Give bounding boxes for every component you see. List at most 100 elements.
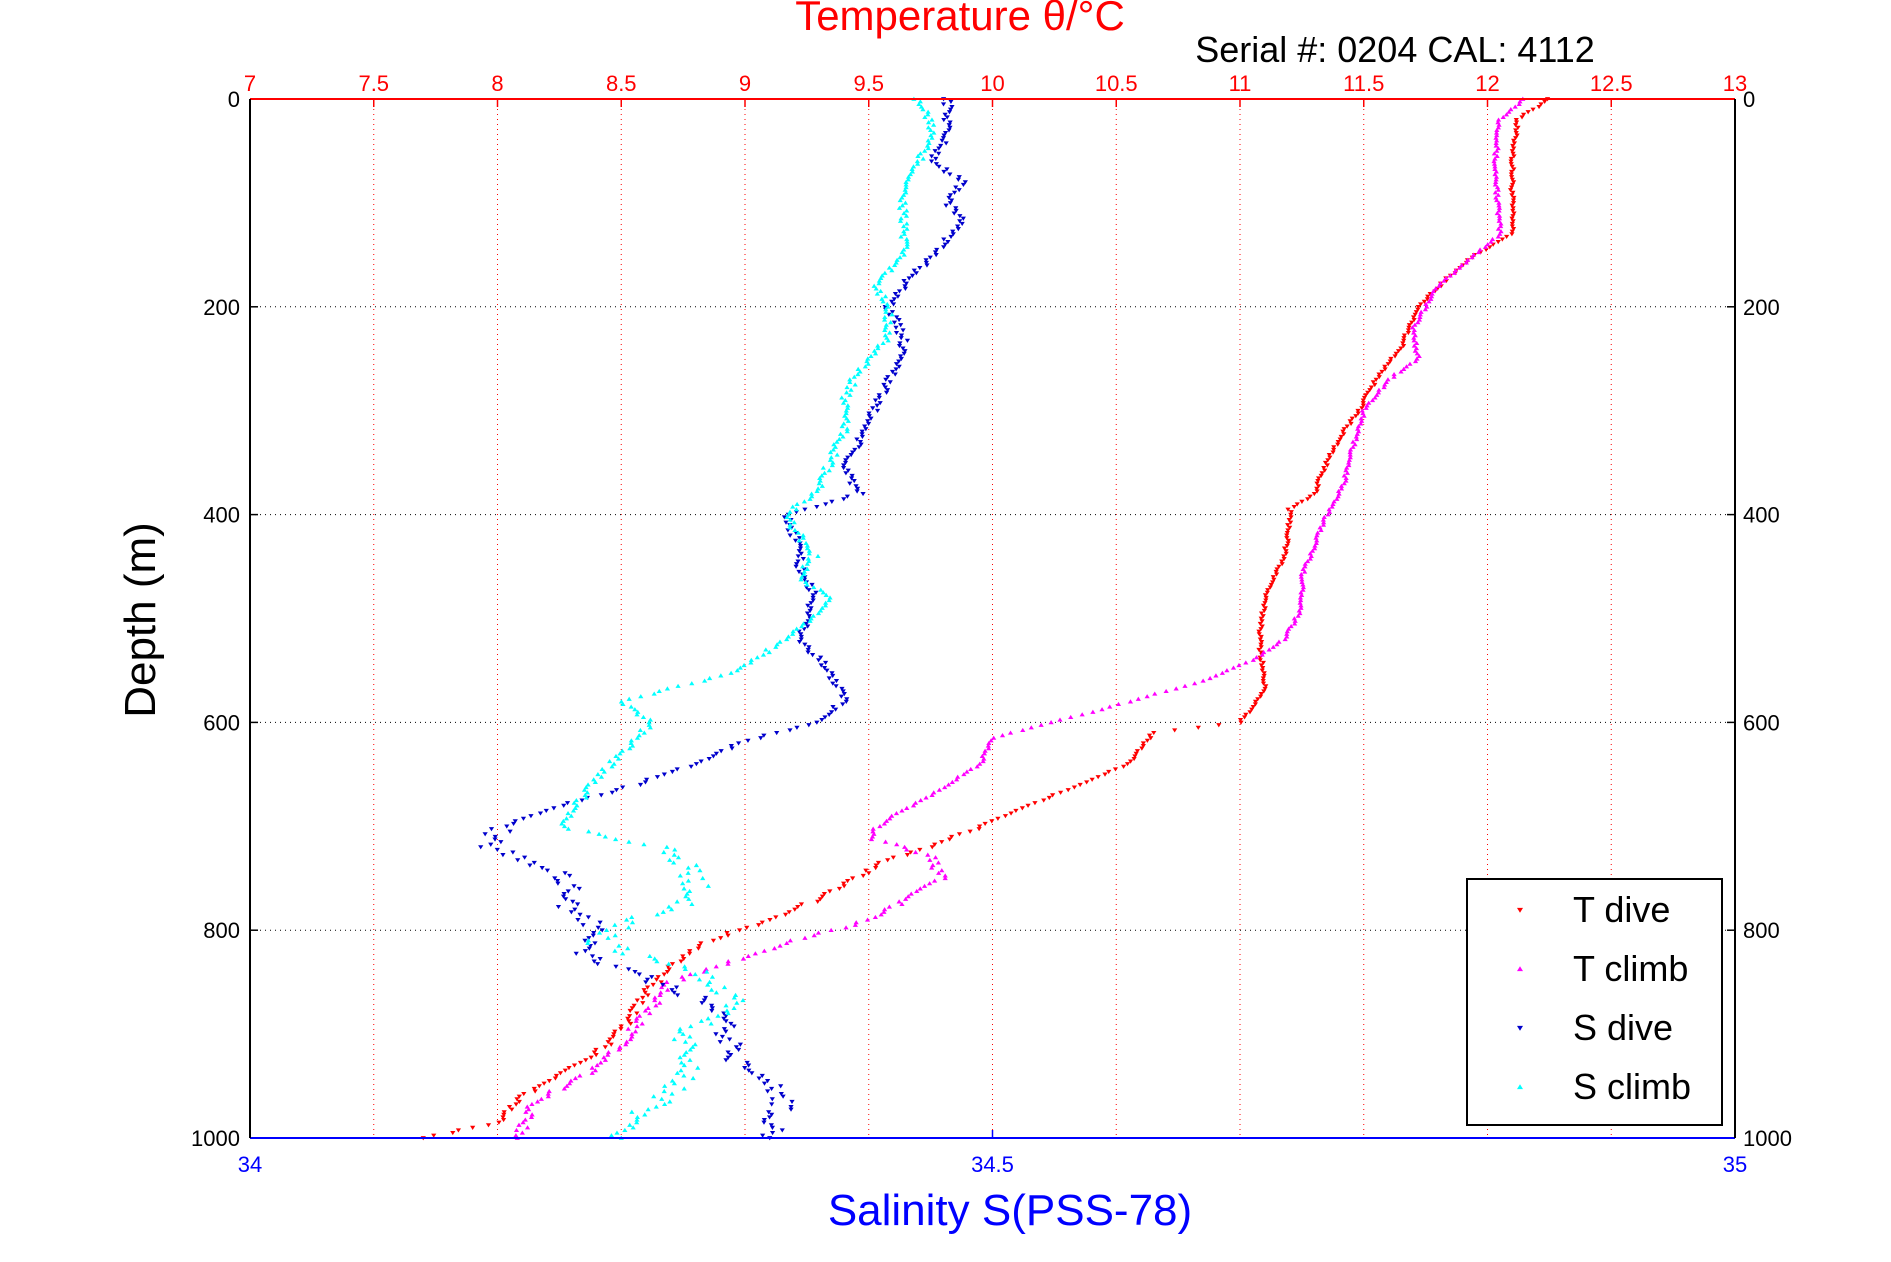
data-point — [801, 572, 807, 577]
data-point — [956, 188, 962, 193]
data-point — [885, 338, 891, 343]
data-point — [787, 938, 793, 943]
data-point — [1425, 294, 1431, 299]
data-point — [1084, 780, 1090, 785]
data-point — [1372, 395, 1378, 400]
data-point — [774, 730, 780, 736]
data-point — [705, 1016, 711, 1021]
data-point — [551, 806, 557, 811]
data-point — [1121, 764, 1127, 769]
data-point — [1312, 546, 1318, 551]
data-point — [1361, 413, 1367, 418]
data-point — [859, 434, 866, 440]
data-point — [1273, 572, 1280, 577]
data-point — [786, 512, 792, 517]
data-point — [689, 901, 695, 907]
data-point — [808, 601, 814, 606]
data-point — [1195, 725, 1201, 730]
data-point — [1297, 595, 1304, 600]
data-point — [592, 779, 598, 784]
data-point — [806, 548, 813, 553]
data-point — [611, 1032, 617, 1037]
data-point — [685, 870, 691, 875]
data-point — [955, 177, 961, 182]
data-point — [916, 101, 922, 107]
data-point — [848, 453, 854, 458]
data-point — [1509, 216, 1515, 221]
data-point — [1013, 808, 1019, 814]
data-point — [876, 395, 882, 401]
data-point — [1354, 436, 1360, 442]
data-point — [602, 1045, 608, 1050]
data-point — [669, 988, 675, 993]
data-point — [681, 956, 687, 962]
data-point — [913, 849, 919, 855]
data-point — [1520, 112, 1527, 117]
data-point — [681, 1052, 687, 1057]
data-point — [669, 962, 676, 967]
data-point — [942, 875, 948, 881]
data-point — [1513, 128, 1519, 133]
data-point — [1347, 455, 1353, 460]
data-point — [1509, 149, 1515, 154]
data-point — [1424, 297, 1430, 302]
data-point — [1077, 782, 1083, 788]
data-point — [1261, 608, 1267, 614]
data-point — [1400, 341, 1406, 346]
data-point — [563, 816, 570, 821]
data-point — [795, 559, 801, 564]
data-point — [596, 831, 602, 836]
data-point — [819, 605, 825, 610]
data-point — [627, 746, 633, 751]
data-point — [1492, 190, 1498, 195]
data-point — [906, 276, 912, 281]
data-point — [901, 231, 907, 236]
data-point — [1281, 556, 1287, 562]
data-point — [853, 920, 859, 925]
data-point — [763, 647, 769, 652]
data-point — [1451, 270, 1458, 275]
data-point — [661, 972, 667, 977]
data-point — [629, 914, 635, 920]
data-point — [870, 406, 876, 411]
data-point — [713, 990, 720, 995]
data-point — [629, 920, 636, 925]
data-point — [849, 450, 856, 455]
data-point — [1300, 582, 1306, 587]
data-point — [960, 182, 967, 188]
data-point — [794, 725, 800, 730]
data-point — [936, 146, 942, 151]
data-point — [608, 1042, 614, 1047]
data-point — [1494, 210, 1500, 216]
data-point — [947, 193, 954, 198]
data-point — [1383, 379, 1389, 384]
data-point — [504, 824, 510, 829]
data-point — [830, 704, 836, 710]
data-point — [897, 341, 903, 346]
series-t-dive — [420, 97, 1551, 1141]
data-point — [1350, 439, 1356, 444]
data-point — [787, 517, 793, 522]
data-point — [942, 873, 948, 878]
data-point — [1315, 530, 1321, 535]
data-point — [632, 969, 638, 975]
data-point — [798, 632, 804, 637]
data-point — [1511, 154, 1517, 159]
data-point — [531, 1086, 537, 1091]
data-point — [843, 390, 850, 395]
data-point — [1263, 684, 1269, 689]
data-point — [585, 940, 591, 946]
data-point — [798, 551, 804, 556]
data-point — [852, 382, 858, 387]
data-point — [595, 772, 601, 777]
data-point — [1284, 533, 1290, 538]
data-point — [873, 863, 879, 868]
data-point — [863, 427, 869, 432]
data-point — [1509, 175, 1515, 180]
data-point — [1258, 627, 1264, 632]
data-point — [882, 385, 888, 390]
data-point — [901, 351, 907, 356]
data-point — [1493, 143, 1499, 148]
data-point — [1411, 330, 1417, 335]
data-point — [918, 797, 924, 803]
